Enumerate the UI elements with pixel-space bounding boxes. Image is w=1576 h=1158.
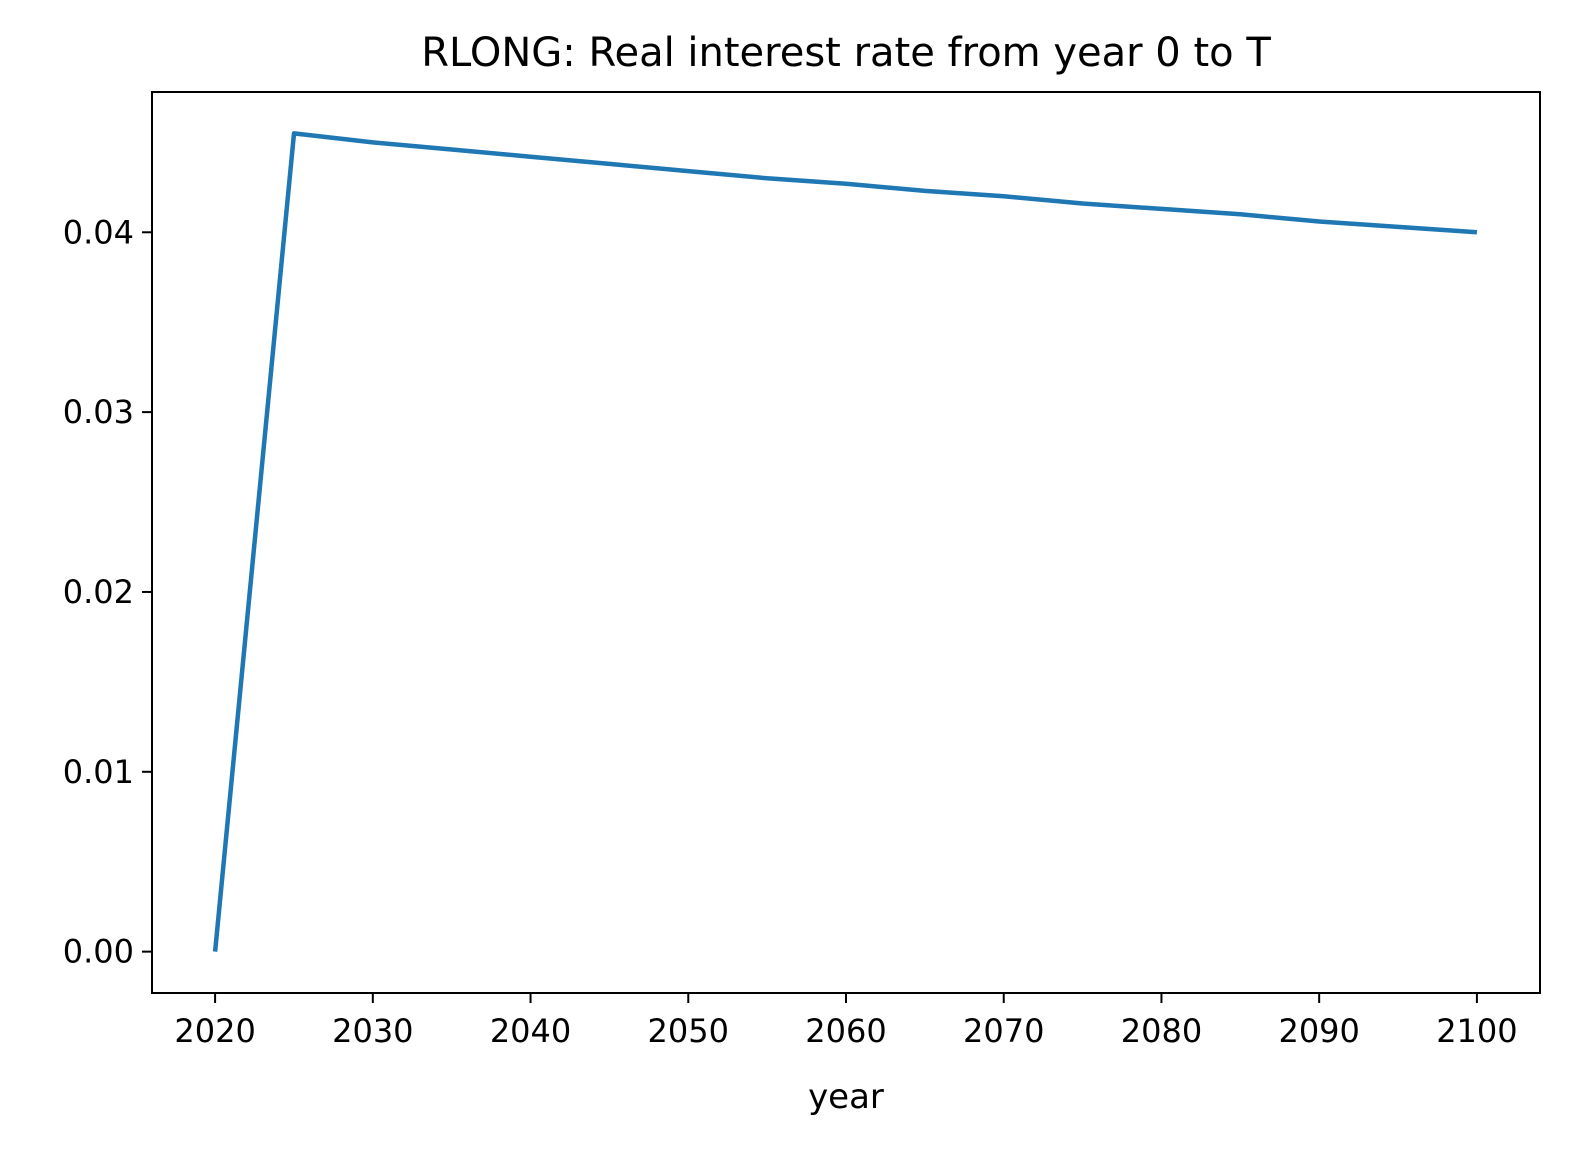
- x-tick-label: 2050: [648, 1012, 729, 1050]
- y-tick-label: 0.03: [63, 393, 134, 431]
- chart-title: RLONG: Real interest rate from year 0 to…: [421, 30, 1271, 76]
- plot-area-frame: [151, 91, 1541, 994]
- x-tick-label: 2020: [174, 1012, 255, 1050]
- x-tick-label: 2030: [332, 1012, 413, 1050]
- series-layer: [212, 131, 1478, 952]
- x-axis-ticks: 2020 2030 2040 2050 2060 2070 2080 2090 2100: [174, 993, 1518, 1050]
- y-axis-ticks: 0.00 0.01 0.02 0.03 0.04: [63, 213, 152, 971]
- y-tick-label: 0.00: [63, 933, 134, 971]
- x-tick-label: 2040: [490, 1012, 571, 1050]
- y-tick-label: 0.02: [63, 573, 134, 611]
- x-tick-label: 2100: [1436, 1012, 1517, 1050]
- y-tick-label: 0.01: [63, 753, 134, 791]
- x-tick-label: 2070: [963, 1012, 1044, 1050]
- x-tick-label: 2080: [1121, 1012, 1202, 1050]
- series-line-0: [212, 131, 1478, 952]
- x-tick-label: 2090: [1278, 1012, 1359, 1050]
- y-tick-label: 0.04: [63, 213, 134, 251]
- x-axis-label: year: [808, 1077, 884, 1117]
- x-tick-label: 2060: [805, 1012, 886, 1050]
